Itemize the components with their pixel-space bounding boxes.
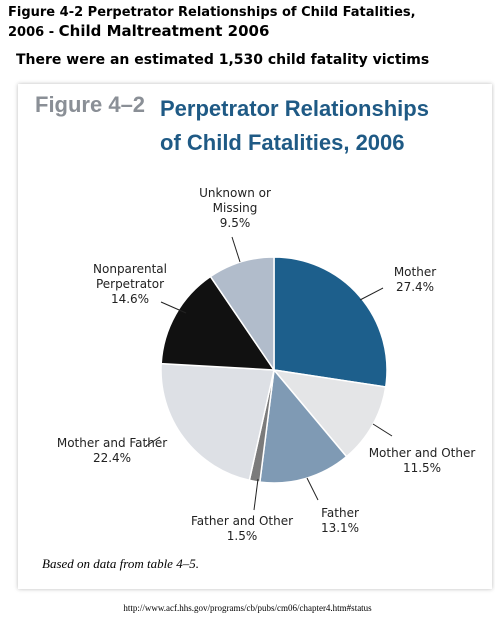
- pie-slice: [273, 256, 388, 388]
- slice-label: Unknown or Missing 9.5%: [175, 186, 295, 231]
- value-label: 22.4%: [92, 451, 132, 465]
- note: Based on data from table 4–5.: [42, 556, 199, 571]
- category-label: Mother: [393, 265, 437, 279]
- pie-slice: [258, 368, 348, 484]
- category-label: Mother and Father: [56, 436, 168, 450]
- category-label: Unknown or Missing: [199, 186, 271, 215]
- category-label: Nonparental Perpetrator: [93, 262, 167, 291]
- value-label: 11.5%: [402, 461, 442, 475]
- leader-line: [306, 477, 319, 501]
- value-label: 1.5%: [226, 529, 258, 543]
- leader-line: [359, 287, 384, 301]
- source-url: http://www.acf.hhs.gov/programs/cb/pubs/…: [123, 603, 372, 613]
- pie-slice: [160, 275, 276, 371]
- leader-line: [372, 423, 393, 437]
- publication: Child Maltreatment 2006: [58, 22, 270, 40]
- slice-label: Mother and Father 22.4%: [52, 436, 172, 466]
- header-year: 2006 -: [8, 25, 55, 40]
- pie-slice: [160, 362, 275, 482]
- pie-slice: [209, 256, 275, 373]
- slice-label: Mother and Other 11.5%: [362, 446, 482, 476]
- subtitle: There were an estimated 1,530 child fata…: [16, 52, 430, 68]
- slice-label: Father and Other 1.5%: [182, 514, 302, 544]
- slice-label: Mother 27.4%: [355, 265, 475, 295]
- value-label: 9.5%: [219, 216, 251, 230]
- leader-line: [160, 301, 187, 314]
- value-label: 13.1%: [320, 521, 360, 535]
- leader-line: [145, 436, 161, 447]
- slice-label: Father 13.1%: [280, 506, 400, 536]
- slice-label: Nonparental Perpetrator 14.6%: [70, 262, 190, 307]
- header-title: Figure 4-2 Perpetrator Relationships of …: [8, 5, 416, 20]
- pie-slice: [272, 368, 387, 458]
- value-label: 27.4%: [395, 280, 435, 294]
- leader-line: [253, 478, 259, 511]
- chart-title: Perpetrator Relationships of Child Fatal…: [160, 96, 429, 155]
- figure-label: Figure 4–2: [35, 92, 146, 117]
- value-label: 14.6%: [110, 292, 150, 306]
- leader-line: [231, 236, 241, 263]
- category-label: Father and Other: [190, 514, 294, 528]
- category-label: Mother and Other: [368, 446, 476, 460]
- category-label: Father: [321, 506, 359, 520]
- header: Figure 4-2 Perpetrator Relationships of …: [8, 4, 493, 42]
